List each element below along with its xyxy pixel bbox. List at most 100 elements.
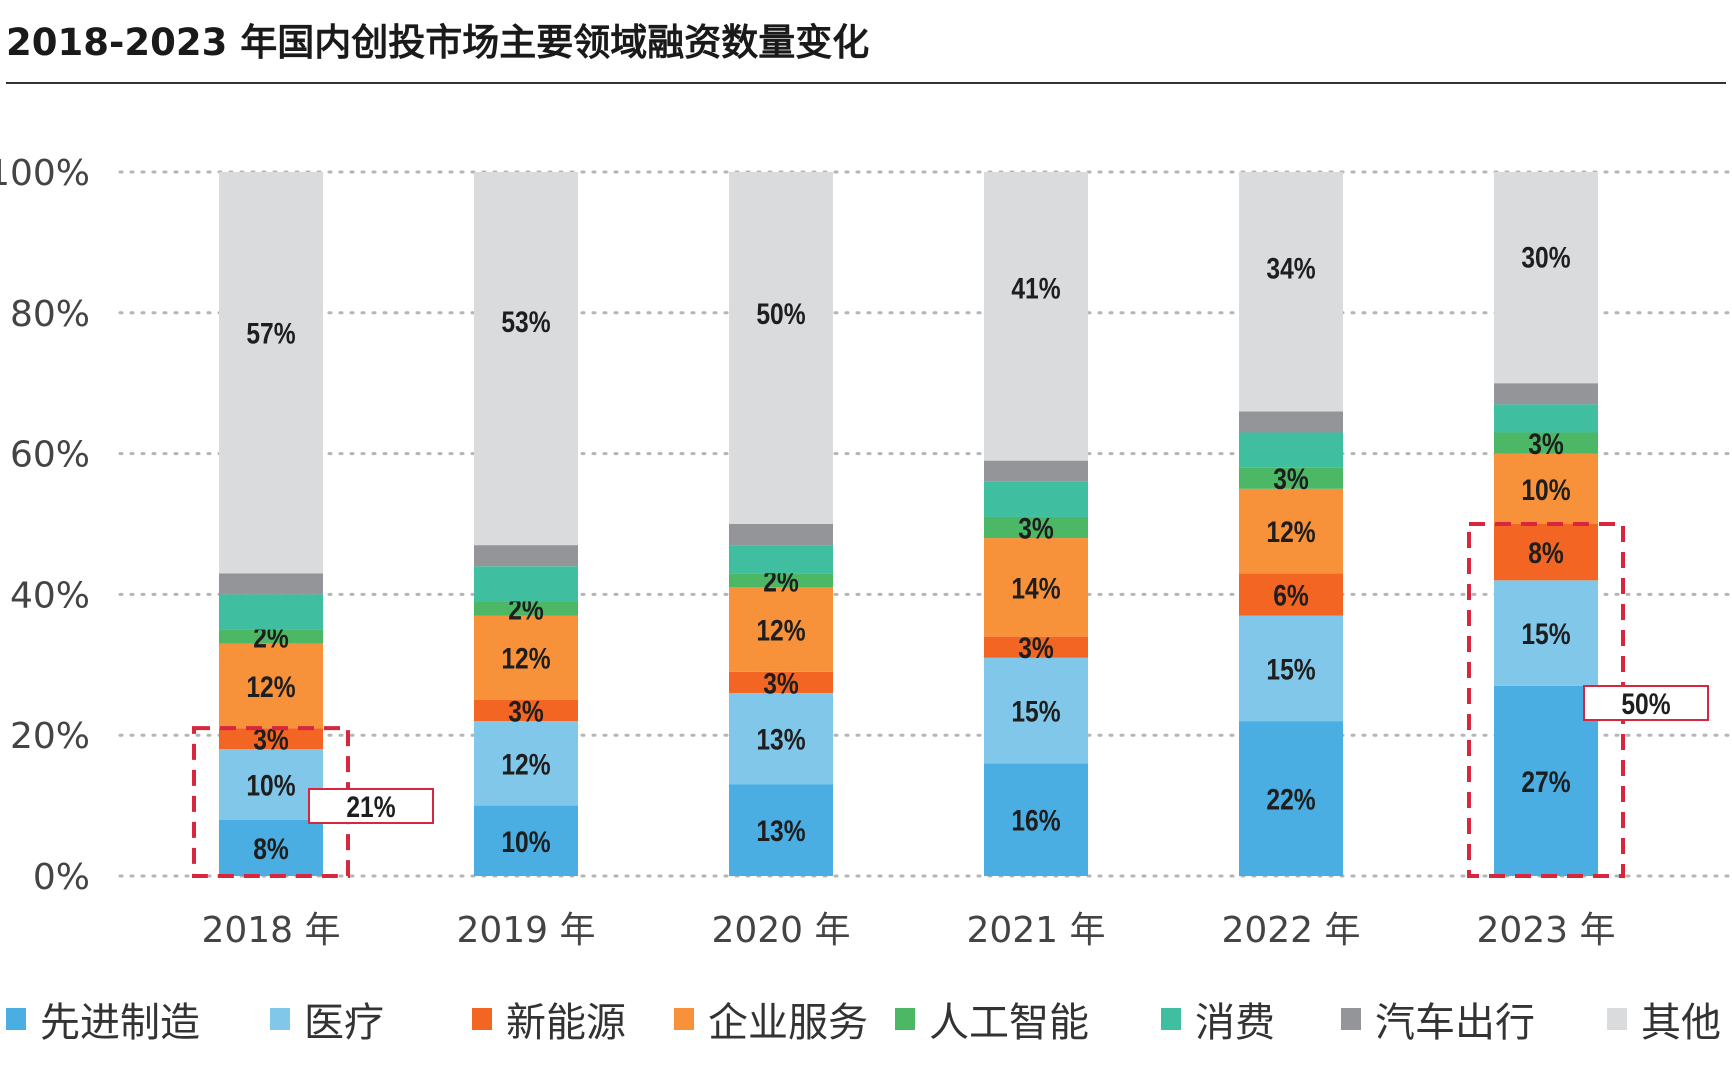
data-label: 27% [1521, 765, 1570, 799]
legend-label: 先进制造 [40, 1000, 200, 1046]
legend-swatch [6, 1008, 26, 1030]
x-tick-label: 2018 年 [201, 910, 340, 951]
bar-segment [1239, 615, 1343, 722]
callout-label: 21% [346, 790, 395, 824]
bar-segment [729, 573, 833, 588]
bar-segment [219, 819, 323, 876]
callout-label: 50% [1621, 687, 1670, 721]
bar-segment [474, 615, 578, 700]
data-label: 13% [756, 814, 805, 848]
stacked-bar-chart: 0%20%40%60%80%100%8%10%3%12%2%57%2018 年1… [0, 153, 1730, 951]
data-label: 15% [1521, 617, 1570, 651]
bar-segment [1239, 488, 1343, 574]
bar-segment [219, 172, 323, 574]
bar-segment [984, 538, 1088, 637]
bar-segment [474, 172, 578, 546]
data-label: 57% [246, 316, 295, 350]
title-divider [6, 82, 1726, 84]
x-tick-label: 2021 年 [966, 910, 1105, 951]
bar-segment [474, 805, 578, 876]
legend-label: 医疗 [304, 1000, 384, 1046]
bar-segment [219, 643, 323, 729]
data-label: 8% [253, 832, 289, 866]
bar-segment [1239, 432, 1343, 468]
bar-segment [1494, 432, 1598, 454]
legend-item: 人工智能 [895, 990, 1089, 1048]
legend-item: 医疗 [270, 990, 384, 1048]
legend-swatch [1607, 1008, 1627, 1030]
legend-item: 其他 [1607, 990, 1721, 1048]
y-tick-label: 100% [0, 153, 90, 194]
legend-label: 人工智能 [929, 1000, 1089, 1046]
data-label: 12% [246, 670, 295, 704]
bar-segment [219, 594, 323, 630]
bar-segment [219, 749, 323, 820]
bar-segment [984, 460, 1088, 482]
x-tick-label: 2022 年 [1221, 910, 1360, 951]
bar-segment [1239, 573, 1343, 616]
bar-segment [984, 657, 1088, 764]
legend-label: 企业服务 [708, 1000, 868, 1046]
data-label: 41% [1011, 271, 1060, 305]
bar-segment [984, 172, 1088, 461]
bar-segment [729, 784, 833, 876]
data-label: 15% [1011, 694, 1060, 728]
legend-label: 其他 [1641, 1000, 1721, 1046]
bar-segment [984, 763, 1088, 876]
bar-segment [984, 516, 1088, 539]
legend-swatch [674, 1008, 694, 1030]
y-tick-label: 40% [10, 575, 90, 616]
data-label: 34% [1266, 251, 1315, 285]
legend-item: 汽车出行 [1341, 990, 1535, 1048]
data-label: 10% [246, 768, 295, 802]
legend-swatch [472, 1008, 492, 1030]
bar-segment [219, 573, 323, 595]
bar-segment [984, 636, 1088, 658]
bar-segment [729, 172, 833, 524]
bar-segment [1494, 383, 1598, 405]
bar-segment [1239, 721, 1343, 876]
bar-segment [474, 700, 578, 722]
bar-segment [474, 545, 578, 567]
bar-segment [729, 692, 833, 785]
highlight-box [192, 726, 350, 878]
legend-item: 先进制造 [6, 990, 200, 1048]
legend-item: 新能源 [472, 990, 626, 1048]
bar-segment [1494, 172, 1598, 384]
legend-swatch [270, 1008, 290, 1030]
bar-segment [474, 601, 578, 616]
x-tick-label: 2023 年 [1476, 910, 1615, 951]
legend-label: 汽车出行 [1375, 1000, 1535, 1046]
data-label: 22% [1266, 782, 1315, 816]
bar-segment [1494, 404, 1598, 433]
y-tick-label: 20% [10, 716, 90, 757]
bar-segment [474, 721, 578, 806]
legend-label: 新能源 [506, 1000, 626, 1046]
bar-segment [1239, 467, 1343, 489]
bar-segment [1494, 580, 1598, 686]
bar-segment [729, 671, 833, 693]
legend-swatch [1341, 1008, 1361, 1030]
data-label: 10% [1521, 472, 1570, 506]
bar-segment [1494, 453, 1598, 524]
legend-item: 企业服务 [674, 990, 868, 1048]
x-tick-label: 2020 年 [711, 910, 850, 951]
legend-swatch [895, 1008, 915, 1030]
data-label: 12% [756, 613, 805, 647]
data-label: 53% [501, 305, 550, 339]
highlight-box [1467, 522, 1625, 878]
data-label: 14% [1011, 571, 1060, 605]
callout-box [1583, 685, 1709, 721]
data-label: 13% [756, 722, 805, 756]
bar-segment [1494, 524, 1598, 581]
bar-segment [729, 524, 833, 546]
data-label: 15% [1266, 652, 1315, 686]
bar-segment [219, 629, 323, 644]
bar-segment [474, 566, 578, 602]
bar-segment [1494, 685, 1598, 876]
data-label: 50% [756, 296, 805, 330]
data-label: 12% [501, 747, 550, 781]
bar-segment [1239, 411, 1343, 433]
data-label: 30% [1521, 240, 1570, 274]
data-label: 12% [1266, 515, 1315, 549]
